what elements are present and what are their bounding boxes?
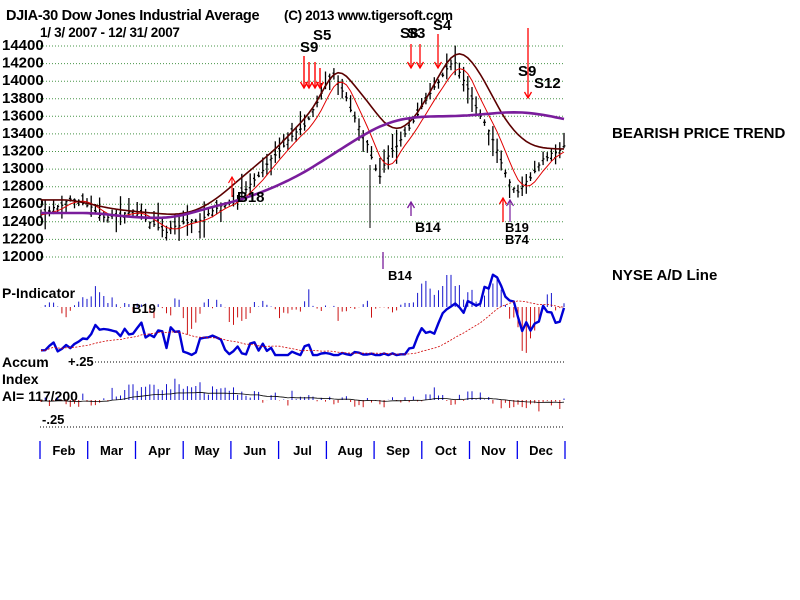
svg-text:12800: 12800 <box>2 178 44 195</box>
svg-text:S4: S4 <box>433 17 452 34</box>
svg-text:12600: 12600 <box>2 195 44 212</box>
svg-text:S3: S3 <box>407 25 425 42</box>
svg-text:Dec: Dec <box>529 443 553 458</box>
svg-text:14400: 14400 <box>2 37 44 54</box>
svg-text:Apr: Apr <box>148 443 170 458</box>
svg-text:Jul: Jul <box>293 443 312 458</box>
svg-text:Feb: Feb <box>52 443 75 458</box>
svg-text:BEARISH PRICE TREND: BEARISH PRICE TREND <box>612 125 786 142</box>
svg-text:B74: B74 <box>505 232 530 247</box>
svg-text:DJIA-30 Dow Jones Industrial: DJIA-30 Dow Jones Industrial Average <box>6 8 259 24</box>
svg-text:14200: 14200 <box>2 55 44 72</box>
svg-text:12400: 12400 <box>2 213 44 230</box>
svg-text:B14: B14 <box>388 268 413 283</box>
svg-text:B14: B14 <box>415 219 441 235</box>
svg-text:13200: 13200 <box>2 143 44 160</box>
svg-text:14000: 14000 <box>2 72 44 89</box>
svg-text:12200: 12200 <box>2 230 44 247</box>
svg-text:13400: 13400 <box>2 125 44 142</box>
svg-text:1/ 3/ 2007 - 12/ 31/ 2007: 1/ 3/ 2007 - 12/ 31/ 2007 <box>40 25 180 40</box>
svg-text:+.25: +.25 <box>68 354 94 369</box>
svg-text:May: May <box>194 443 220 458</box>
svg-text:(C) 2013 www.tigersoft.com: (C) 2013 www.tigersoft.com <box>284 8 453 23</box>
svg-text:Nov: Nov <box>481 443 506 458</box>
svg-text:Accum: Accum <box>2 354 49 370</box>
svg-text:Aug: Aug <box>338 443 363 458</box>
svg-text:12000: 12000 <box>2 248 44 265</box>
svg-text:Oct: Oct <box>435 443 457 458</box>
svg-text:Mar: Mar <box>100 443 123 458</box>
svg-text:B18: B18 <box>237 189 265 206</box>
svg-text:Index: Index <box>2 371 39 387</box>
svg-text:-.25: -.25 <box>42 412 64 427</box>
svg-text:13600: 13600 <box>2 107 44 124</box>
svg-text:NYSE A/D Line: NYSE A/D Line <box>612 267 717 284</box>
svg-text:13800: 13800 <box>2 90 44 107</box>
svg-text:Jun: Jun <box>243 443 266 458</box>
svg-text:AI= 117/200: AI= 117/200 <box>2 388 78 404</box>
svg-text:S12: S12 <box>534 75 561 92</box>
svg-text:13000: 13000 <box>2 160 44 177</box>
svg-text:B19: B19 <box>132 301 156 316</box>
svg-text:Sep: Sep <box>386 443 410 458</box>
svg-text:S9: S9 <box>300 39 318 56</box>
svg-text:P-Indicator: P-Indicator <box>2 285 76 301</box>
